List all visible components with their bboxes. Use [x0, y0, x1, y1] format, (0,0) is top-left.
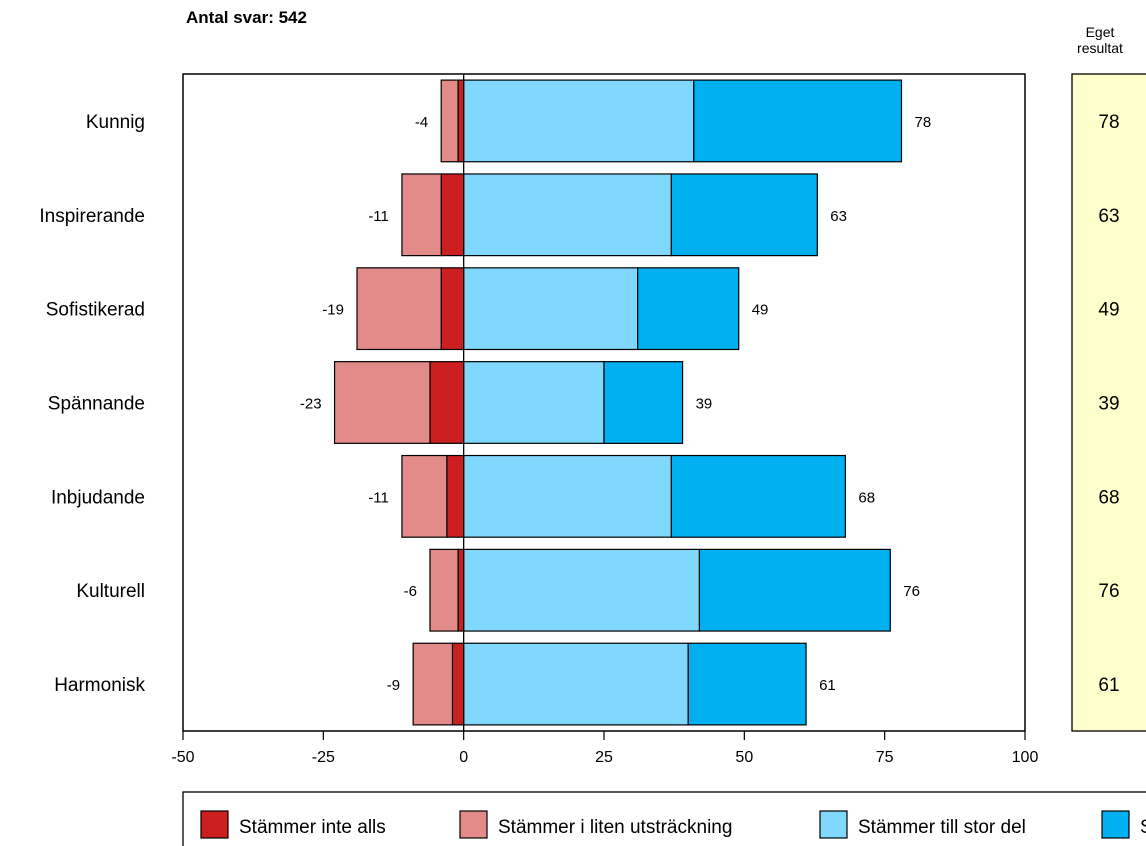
bar-inbjudande-series-1 — [401, 454, 448, 538]
bar-sofistikerad-series-2 — [463, 267, 639, 351]
x-tick-label: 0 — [459, 749, 468, 766]
bar-kulturell-series-1 — [429, 548, 459, 632]
negative-total-label: -19 — [322, 302, 344, 319]
legend-swatch-series-3 — [1101, 810, 1130, 839]
side-panel-value: 49 — [1098, 300, 1119, 321]
bar-kunnig-series-0 — [457, 79, 465, 163]
negative-total-label: -9 — [387, 677, 400, 694]
side-panel: 78 63 49 39 68 76 61 — [1071, 73, 1146, 732]
bar-harmonisk-series-2 — [463, 642, 689, 726]
bar-kunnig-series-1 — [440, 79, 459, 163]
positive-total-label: 49 — [752, 302, 769, 319]
bar-sofistikerad-series-3 — [637, 267, 740, 351]
bar-kunnig-series-2 — [463, 79, 695, 163]
side-panel-value: 63 — [1098, 206, 1119, 227]
positive-total-label: 63 — [830, 208, 847, 225]
legend-label: Stämmer i liten utsträckning — [498, 817, 732, 838]
positive-total-label: 39 — [696, 396, 713, 413]
negative-total-label: -23 — [300, 396, 322, 413]
category-label: Sofistikerad — [46, 300, 145, 321]
bar-inbjudande-series-3 — [670, 454, 846, 538]
negative-total-label: -4 — [415, 114, 428, 131]
positive-total-label: 78 — [915, 114, 932, 131]
legend-label: Stämmer till stor del — [858, 817, 1026, 838]
bars-group — [333, 79, 903, 726]
bar-sp-nnande-series-0 — [429, 361, 465, 444]
category-label: Inbjudande — [51, 487, 145, 508]
legend: Stämmer inte alls Stämmer i liten utsträc… — [182, 791, 1146, 846]
positive-total-label: 61 — [819, 677, 836, 694]
bar-sp-nnande-series-2 — [463, 361, 605, 444]
bar-harmonisk-series-0 — [451, 642, 465, 726]
negative-total-label: -11 — [368, 489, 389, 506]
bar-harmonisk-series-1 — [412, 642, 454, 726]
side-panel-box — [1071, 73, 1146, 732]
side-panel-value: 78 — [1098, 112, 1119, 133]
bar-sp-nnande-series-1 — [333, 361, 431, 444]
bar-harmonisk-series-3 — [687, 642, 807, 726]
category-label: Harmonisk — [54, 675, 145, 696]
category-label: Kunnig — [86, 112, 145, 133]
category-label: Inspirerande — [39, 206, 145, 227]
legend-swatch-series-1 — [459, 810, 488, 839]
bar-sp-nnande-series-3 — [603, 361, 684, 444]
bar-inbjudande-series-2 — [463, 454, 672, 538]
bar-kulturell-series-0 — [457, 548, 465, 632]
category-label: Spännande — [48, 394, 145, 415]
x-tick-label: 75 — [876, 749, 894, 766]
x-tick-label: -50 — [171, 749, 194, 766]
bar-sofistikerad-series-1 — [356, 267, 442, 351]
x-axis: -50 -25 0 25 50 75 100 — [171, 74, 1038, 766]
x-tick-label: -25 — [312, 749, 335, 766]
bar-kunnig-series-3 — [693, 79, 903, 163]
data-labels: -4 78 -11 63 -19 49 -23 39 -11 68 -6 76 -9 61 — [300, 114, 931, 694]
side-panel-title-line1: Eget — [1086, 24, 1115, 40]
bar-inspirerande-series-1 — [401, 173, 442, 257]
negative-total-label: -11 — [368, 208, 389, 225]
bar-inspirerande-series-3 — [670, 173, 818, 257]
legend-swatch-series-2 — [819, 810, 848, 839]
bar-inspirerande-series-0 — [440, 173, 465, 257]
legend-label: Stämmer inte alls — [239, 817, 386, 838]
x-tick-label: 50 — [735, 749, 753, 766]
x-tick-label: 100 — [1012, 749, 1039, 766]
bar-kulturell-series-2 — [463, 548, 701, 632]
side-panel-title-line2: resultat — [1077, 40, 1123, 56]
x-tick-label: 25 — [595, 749, 613, 766]
positive-total-label: 68 — [858, 489, 875, 506]
side-panel-value: 76 — [1098, 581, 1119, 602]
chart-title: Antal svar: 542 — [186, 8, 307, 27]
bar-kulturell-series-3 — [698, 548, 891, 632]
bar-inspirerande-series-2 — [463, 173, 672, 257]
category-labels: Kunnig Inspirerande Sofistikerad Spännande I… — [39, 112, 145, 696]
negative-total-label: -6 — [404, 583, 417, 600]
bar-sofistikerad-series-0 — [440, 267, 465, 351]
category-label: Kulturell — [76, 581, 145, 602]
legend-swatch-series-0 — [200, 810, 229, 839]
legend-label: S — [1140, 817, 1146, 838]
side-panel-value: 61 — [1098, 675, 1119, 696]
positive-total-label: 76 — [903, 583, 920, 600]
legend-box — [182, 791, 1146, 846]
bar-inbjudande-series-0 — [446, 454, 465, 538]
side-panel-value: 39 — [1098, 394, 1119, 415]
side-panel-value: 68 — [1098, 487, 1119, 508]
